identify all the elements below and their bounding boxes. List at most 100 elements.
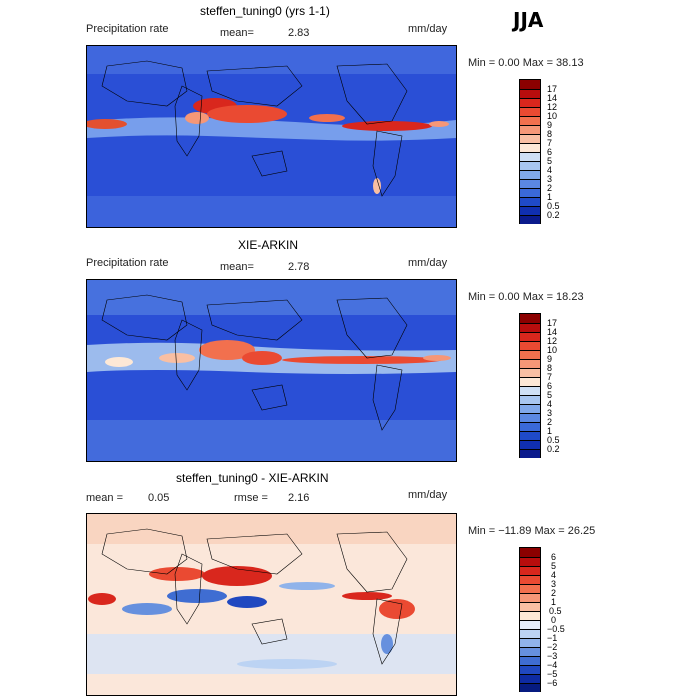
panel-1-colorbar-segment [520,206,540,216]
panel-2-title: XIE-ARKIN [238,238,299,252]
panel-3-colorbar-tick: −1 [547,633,558,643]
panel-2-colorbar-tick: 1 [547,426,553,436]
panel-1-map [86,45,457,228]
panel-2-variable-label: Precipitation rate [86,257,169,269]
panel-2-colorbar-segment [520,323,540,333]
panel-3-colorbar-tick: 0.5 [549,606,562,616]
panel-3-rmse-label: rmse = [234,492,268,504]
panel-2-range: Min = 0.00 Max = 18.23 [468,291,584,303]
panel-3-mean-label: mean = [86,492,123,504]
panel-3-colorbar-tick: −5 [547,669,558,679]
panel-3-colorbar-segment [520,674,540,684]
panel-1-colorbar-tick: 3 [547,174,553,184]
panel-1-colorbar-tick: 2 [547,183,553,193]
panel-3-range: Min = −11.89 Max = 26.25 [468,525,596,537]
panel-1-colorbar [519,79,541,224]
panel-1-colorbar-tick: 12 [547,102,558,112]
panel-3-colorbar-segment [520,611,540,621]
panel-1-mean-value: 2.83 [288,27,310,39]
panel-2-colorbar-tick: 6 [547,381,553,391]
panel-2-colorbar-segment [520,341,540,351]
panel-3-colorbar-tick: 5 [551,561,557,571]
panel-3-colorbar-tick: −6 [547,678,558,688]
panel-3-colorbar-tick: −4 [547,660,558,670]
panel-3-colorbar-segment [520,647,540,657]
panel-1-colorbar-segment [520,80,540,90]
panel-2-colorbar-tick: 0.5 [547,435,560,445]
panel-2-colorbar-tick: 12 [547,336,558,346]
panel-2-colorbar-segment [520,395,540,405]
panel-1-colorbar-segment [520,215,540,224]
panel-1-colorbar-segment [520,89,540,99]
panel-1-colorbar-segment [520,179,540,189]
panel-3-colorbar-tick: −3 [547,651,558,661]
panel-1-colorbar-tick: 4 [547,165,553,175]
panel-3-colorbar-segment [520,575,540,585]
panel-2-colorbar [519,313,541,458]
panel-3-colorbar-segment [520,584,540,594]
panel-1-colorbar-segment [520,197,540,207]
panel-3-rmse-value: 2.16 [288,492,310,504]
panel-1-units: mm/day [408,23,448,35]
panel-1-colorbar-tick: 8 [547,129,553,139]
panel-2-colorbar-tick: 14 [547,327,558,337]
panel-1-colorbar-segment [520,143,540,153]
panel-2-colorbar-tick: 10 [547,345,558,355]
panel-2-colorbar-segment [520,449,540,458]
panel-2-colorbar-tick: 8 [547,363,553,373]
panel-3-colorbar-tick: 2 [551,588,557,598]
panel-3-colorbar-tick: −2 [547,642,558,652]
panel-2-units: mm/day [408,257,448,269]
panel-1-colorbar-tick: 17 [547,84,558,94]
panel-1-colorbar-tick: 6 [547,147,553,157]
panel-2-colorbar-tick: 5 [547,390,553,400]
panel-3-colorbar-segment [520,620,540,630]
panel-3-colorbar-segment [520,566,540,576]
panel-1-colorbar-tick: 9 [547,120,553,130]
panel-3-colorbar [519,547,541,692]
panel-1-colorbar-tick: 0.2 [547,210,560,220]
panel-3-colorbar-segment [520,683,540,692]
panel-1-colorbar-segment [520,98,540,108]
panel-2-colorbar-segment [520,386,540,396]
panel-3-map [86,513,457,696]
panel-3-title: steffen_tuning0 - XIE-ARKIN [176,471,329,485]
panel-3-colorbar-tick: 0 [551,615,557,625]
panel-1-colorbar-segment [520,152,540,162]
panel-1-mean-label: mean= [220,27,254,39]
panel-2-mean-value: 2.78 [288,261,310,273]
panel-1-colorbar-segment [520,107,540,117]
panel-3-map-plot [87,514,456,695]
panel-1-colorbar-segment [520,188,540,198]
panel-2-colorbar-segment [520,413,540,423]
panel-3-colorbar-segment [520,629,540,639]
panel-2-colorbar-tick: 9 [547,354,553,364]
panel-1-map-plot [87,46,456,227]
panel-3-colorbar-segment [520,665,540,675]
panel-3-colorbar-tick: 3 [551,579,557,589]
panel-1-colorbar-segment [520,161,540,171]
panel-1-variable-label: Precipitation rate [86,23,169,35]
panel-2-colorbar-tick: 7 [547,372,553,382]
panel-3-units: mm/day [408,489,448,501]
panel-3-colorbar-segment [520,548,540,558]
panel-2-colorbar-tick: 4 [547,399,553,409]
panel-2-map [86,279,457,462]
panel-1-colorbar-tick: 1 [547,192,553,202]
panel-1-colorbar-tick: 10 [547,111,558,121]
panel-1-colorbar-tick: 0.5 [547,201,560,211]
panel-3-colorbar-tick: −0.5 [547,624,565,634]
panel-2-colorbar-segment [520,314,540,324]
panel-3-colorbar-segment [520,602,540,612]
panel-1-title: steffen_tuning0 (yrs 1-1) [200,4,330,18]
season-label: JJA [513,8,544,32]
panel-1-colorbar-segment [520,134,540,144]
panel-2-colorbar-segment [520,422,540,432]
panel-2-colorbar-tick: 0.2 [547,444,560,454]
panel-1-colorbar-tick: 7 [547,138,553,148]
panel-3-colorbar-tick: 1 [551,597,557,607]
panel-1-colorbar-segment [520,125,540,135]
panel-3-colorbar-segment [520,557,540,567]
panel-1-colorbar-segment [520,116,540,126]
panel-2-colorbar-tick: 2 [547,417,553,427]
